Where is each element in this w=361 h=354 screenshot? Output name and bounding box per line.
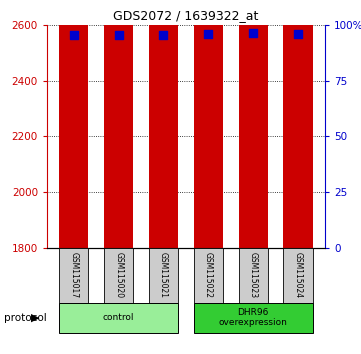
Bar (194, 303, 313, 333)
Bar (239, 248, 268, 303)
Bar (149, 0, 178, 248)
Text: GSM115017: GSM115017 (69, 252, 78, 298)
Point (205, 31, 211, 36)
Bar (104, 0, 133, 248)
Bar (59, 248, 88, 303)
Bar (283, 248, 313, 303)
Text: GSM115022: GSM115022 (204, 252, 213, 298)
Text: DHR96
overexpression: DHR96 overexpression (219, 308, 288, 327)
Title: GDS2072 / 1639322_at: GDS2072 / 1639322_at (113, 9, 258, 22)
Text: GSM115020: GSM115020 (114, 252, 123, 298)
Bar (283, 0, 313, 248)
Bar (194, 248, 223, 303)
Bar (104, 248, 133, 303)
Point (116, 32, 122, 38)
Bar (59, 0, 88, 248)
Bar (59, 303, 178, 333)
Text: GSM115023: GSM115023 (249, 252, 258, 298)
Bar (149, 248, 178, 303)
Text: GSM115024: GSM115024 (293, 252, 303, 298)
Bar (239, 0, 268, 248)
Text: control: control (103, 313, 134, 322)
Point (71, 32, 77, 38)
Point (161, 32, 166, 38)
Bar (194, 0, 223, 248)
Text: protocol: protocol (4, 313, 46, 323)
Point (295, 31, 301, 36)
Text: GSM115021: GSM115021 (159, 252, 168, 298)
Point (250, 30, 256, 35)
Text: ▶: ▶ (31, 313, 39, 323)
